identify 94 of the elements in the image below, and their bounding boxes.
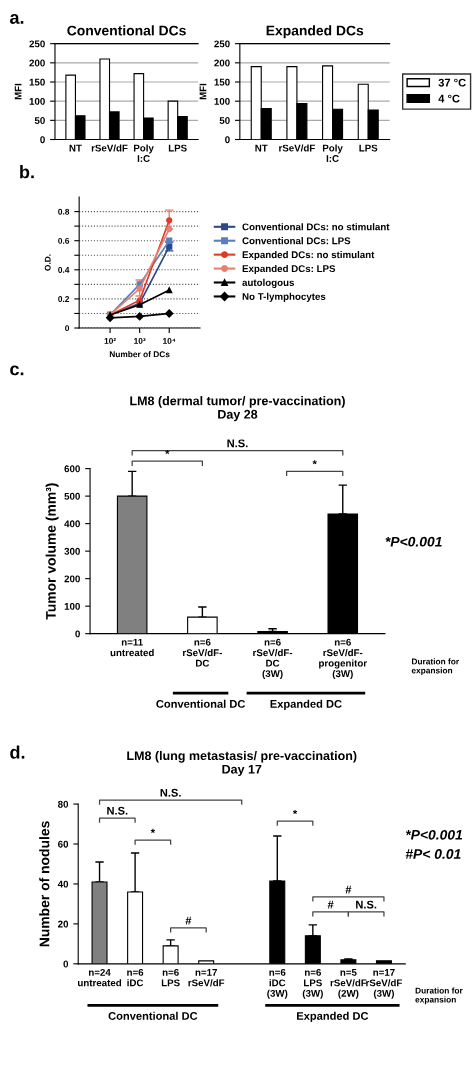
y-tick-label: 100 (214, 97, 230, 105)
x-tick-label: n=6 rSeV/dF- DC (183, 638, 222, 667)
y-tick-label: 300 (64, 547, 80, 555)
legend-label: 37 °C (438, 78, 466, 87)
y-axis-title: O.D. (44, 254, 51, 271)
y-tick-label: 100 (64, 602, 80, 610)
y-tick-label: 0 (75, 630, 80, 638)
x-axis-title: Number of DCs (109, 351, 170, 358)
text: c. (10, 365, 24, 376)
x-tick-label: n=24 untreated (78, 968, 122, 987)
legend-label: Conventional DCs: no stimulant (242, 223, 390, 231)
x-tick-label: n=6 rSeV/dF- progenitor (3W) (319, 638, 367, 680)
chart-title: LM8 (dermal tumor/ pre-vaccination) Day 28 (130, 396, 345, 422)
x-tick-label: n=5 rSeV/dF (2W) (330, 969, 367, 999)
y-tick-label: 40 (57, 880, 69, 888)
y-axis-title: Number of nodules (39, 821, 50, 947)
x-tick-label: LPS (359, 144, 378, 152)
y-tick-label: 200 (214, 59, 230, 67)
text: *P<0.001 (385, 536, 442, 547)
y-tick-label: 50 (34, 117, 45, 124)
annotation: * (150, 828, 156, 833)
text: Duration for expansion (415, 987, 463, 1005)
text: N.S. (160, 788, 181, 797)
legend-label: Conventional DCs: LPS (242, 237, 351, 245)
text: N.S. (227, 439, 248, 448)
y-tick-label: 400 (64, 520, 80, 528)
x-tick-label: NT (69, 144, 82, 152)
text: Conventional DC (156, 699, 246, 708)
x-tick-label: n=17 rSeV/dF (188, 969, 225, 987)
y-tick-label: 250 (214, 40, 230, 48)
y-tick-label: 0 (65, 325, 70, 332)
legend-label: No T-lymphocytes (242, 292, 326, 302)
x-tick-label: n=11 untreated (110, 638, 154, 657)
x-tick-label: n=6 LPS (3W) (302, 968, 323, 999)
x-tick-label: Poly I:C (133, 144, 154, 162)
x-tick-label: Poly I:C (322, 144, 343, 162)
y-tick-label: 0.4 (58, 267, 70, 273)
x-tick-label: 10² (104, 337, 116, 344)
x-tick-label: 10³ (134, 337, 146, 344)
x-tick-label: LPS (168, 144, 187, 152)
text: Expanded DC (270, 699, 342, 711)
text: * (312, 460, 317, 465)
text: Conventional DC (108, 1011, 198, 1020)
y-tick-label: 20 (58, 920, 69, 928)
annotation: # (345, 885, 352, 894)
annotation: * (292, 809, 298, 815)
chart-title: LM8 (lung metastasis/ pre-vaccination) Day 17 (127, 750, 357, 777)
y-tick-label: 250 (29, 40, 45, 48)
y-tick-label: 100 (29, 97, 45, 105)
legend-label: autologous (242, 278, 295, 288)
y-axis-title: MFI (199, 83, 207, 100)
annotation: N.S. (356, 900, 377, 909)
text: Duration for expansion (411, 658, 459, 676)
y-tick-label: 0.2 (58, 296, 70, 303)
text: Expanded DC (297, 1011, 369, 1023)
y-tick-label: 500 (64, 492, 80, 500)
y-tick-label: 60 (58, 840, 69, 848)
y-tick-label: 0 (40, 136, 45, 144)
x-tick-label: n=6 rSeV/dF- DC (3W) (253, 638, 293, 680)
y-tick-label: 80 (57, 800, 69, 808)
x-tick-label: rSeV/dF (279, 144, 315, 152)
y-tick-label: 0 (225, 136, 230, 144)
x-tick-label: 10⁴ (163, 337, 176, 344)
legend-label: 4 °C (438, 94, 460, 103)
chart-title: Conventional DCs (67, 25, 186, 36)
x-tick-label: NT (255, 144, 268, 152)
y-tick-label: 50 (219, 117, 230, 124)
y-tick-label: 0.8 (58, 208, 70, 215)
y-tick-label: 0 (63, 960, 69, 968)
y-tick-label: 200 (29, 59, 45, 67)
y-axis-title: Tumor volume (mm³) (45, 483, 59, 620)
annotation: # (327, 900, 334, 909)
text: *P<0.001 (405, 829, 463, 840)
x-tick-label: n=6 LPS (161, 968, 180, 987)
annotation: # (185, 916, 192, 925)
legend-label: Expanded DCs: no stimulant (242, 251, 375, 261)
text: d. (10, 745, 25, 759)
text: * (165, 449, 170, 455)
x-tick-label: n=6 iDC (3W) (267, 968, 288, 999)
y-tick-label: 150 (29, 78, 45, 86)
x-tick-label: n=17 rSeV/dF (3W) (366, 969, 402, 999)
y-axis-title: MFI (14, 83, 22, 100)
chart-title: Expanded DCs (266, 25, 364, 39)
x-tick-label: n=6 iDC (127, 968, 144, 987)
legend-label: Expanded DCs: LPS (242, 264, 336, 274)
annotation: N.S. (107, 806, 128, 815)
y-tick-label: 600 (64, 465, 80, 473)
y-tick-label: 200 (64, 575, 80, 583)
text: #P< 0.01 (405, 849, 461, 859)
text: a. (10, 14, 24, 24)
y-tick-label: 0.6 (58, 237, 70, 244)
x-tick-label: rSeV/dF (91, 144, 128, 152)
y-tick-label: 150 (214, 78, 230, 86)
text: b. (20, 165, 34, 179)
